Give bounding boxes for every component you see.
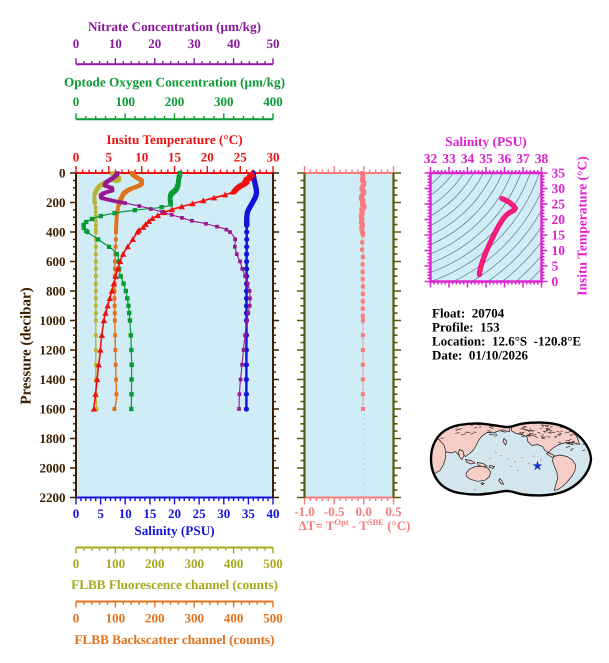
svg-text:0.5: 0.5 — [385, 504, 402, 519]
svg-text:34: 34 — [461, 151, 475, 166]
svg-text:25: 25 — [193, 506, 207, 521]
svg-text:5: 5 — [106, 150, 113, 165]
svg-text:1600: 1600 — [40, 402, 66, 417]
svg-text:300: 300 — [214, 94, 234, 109]
svg-text:Salinity (PSU): Salinity (PSU) — [445, 134, 526, 149]
svg-text:50: 50 — [267, 36, 280, 51]
svg-text:400: 400 — [224, 611, 244, 626]
svg-text:1800: 1800 — [40, 431, 66, 446]
svg-text:37: 37 — [516, 151, 530, 166]
svg-text:200: 200 — [46, 195, 66, 210]
svg-text:20: 20 — [168, 506, 181, 521]
svg-text:0: 0 — [73, 556, 80, 571]
svg-text:35: 35 — [242, 506, 256, 521]
svg-text:2200: 2200 — [40, 490, 66, 505]
svg-text:20: 20 — [552, 212, 566, 227]
svg-text:Date: 01/10/2026: Date: 01/10/2026 — [432, 348, 529, 363]
svg-text:35: 35 — [552, 166, 566, 181]
svg-text:600: 600 — [46, 254, 66, 269]
svg-text:200: 200 — [145, 556, 165, 571]
svg-text:FLBB Fluorescence channel (cou: FLBB Fluorescence channel (counts) — [71, 577, 278, 592]
svg-text:-1.0: -1.0 — [294, 504, 315, 519]
svg-text:100: 100 — [106, 611, 126, 626]
svg-text:800: 800 — [46, 284, 66, 299]
svg-text:10: 10 — [119, 506, 132, 521]
svg-text:0: 0 — [73, 36, 80, 51]
svg-text:30: 30 — [217, 506, 230, 521]
svg-text:100: 100 — [106, 556, 126, 571]
svg-text:300: 300 — [184, 556, 204, 571]
svg-text:Profile: 153: Profile: 153 — [432, 320, 500, 335]
svg-text:500: 500 — [263, 556, 283, 571]
svg-text:15: 15 — [143, 506, 157, 521]
svg-text:30: 30 — [188, 36, 201, 51]
svg-text:40: 40 — [227, 36, 240, 51]
svg-text:38: 38 — [535, 151, 549, 166]
svg-text:400: 400 — [46, 225, 66, 240]
svg-text:1400: 1400 — [40, 372, 66, 387]
svg-text:500: 500 — [263, 611, 283, 626]
svg-text:0: 0 — [59, 166, 66, 181]
svg-text:0: 0 — [73, 611, 80, 626]
svg-text:10: 10 — [552, 243, 566, 258]
svg-text:Optode Oxygen Concentration (μ: Optode Oxygen Concentration (μm/kg) — [64, 75, 285, 90]
svg-text:0: 0 — [73, 506, 80, 521]
svg-text:300: 300 — [184, 611, 204, 626]
svg-text:400: 400 — [263, 94, 283, 109]
svg-text:200: 200 — [145, 611, 165, 626]
svg-text:5: 5 — [97, 506, 104, 521]
svg-text:1200: 1200 — [40, 343, 66, 358]
svg-text:36: 36 — [498, 151, 512, 166]
svg-text:40: 40 — [267, 506, 280, 521]
svg-text:0: 0 — [552, 274, 559, 289]
svg-text:Nitrate Concentration (μm/kg): Nitrate Concentration (μm/kg) — [88, 19, 261, 34]
svg-text:FLBB Backscatter channel (coun: FLBB Backscatter channel (counts) — [74, 632, 274, 647]
svg-text:1000: 1000 — [40, 313, 66, 328]
svg-text:ΔT= TOpt - TSBE (°C): ΔT= TOpt - TSBE (°C) — [299, 517, 411, 533]
svg-text:5: 5 — [552, 259, 559, 274]
svg-text:100: 100 — [115, 94, 135, 109]
svg-text:25: 25 — [234, 150, 248, 165]
svg-text:33: 33 — [442, 151, 456, 166]
svg-text:32: 32 — [424, 151, 438, 166]
svg-text:400: 400 — [224, 556, 244, 571]
svg-text:Location: 12.6°S -120.8°E: Location: 12.6°S -120.8°E — [432, 334, 581, 349]
svg-text:Insitu Temperature (°C): Insitu Temperature (°C) — [106, 132, 242, 147]
svg-text:15: 15 — [168, 150, 182, 165]
svg-text:30: 30 — [552, 181, 566, 196]
svg-text:0: 0 — [73, 150, 80, 165]
svg-text:-0.5: -0.5 — [324, 504, 345, 519]
svg-text:10: 10 — [135, 150, 148, 165]
svg-text:10: 10 — [109, 36, 122, 51]
svg-text:Salinity (PSU): Salinity (PSU) — [134, 523, 214, 538]
svg-text:0: 0 — [73, 94, 80, 109]
svg-text:20: 20 — [148, 36, 161, 51]
svg-text:35: 35 — [479, 151, 493, 166]
svg-text:25: 25 — [552, 197, 566, 212]
svg-text:30: 30 — [267, 150, 280, 165]
svg-text:20: 20 — [201, 150, 214, 165]
svg-text:Pressure (decibar): Pressure (decibar) — [19, 287, 35, 404]
svg-text:15: 15 — [552, 228, 566, 243]
svg-text:Float: 20704: Float: 20704 — [432, 306, 505, 321]
svg-text:Insitu Temperature (°C): Insitu Temperature (°C) — [575, 156, 590, 295]
svg-text:200: 200 — [165, 94, 185, 109]
svg-text:0.0: 0.0 — [356, 504, 372, 519]
svg-text:2000: 2000 — [40, 461, 66, 476]
